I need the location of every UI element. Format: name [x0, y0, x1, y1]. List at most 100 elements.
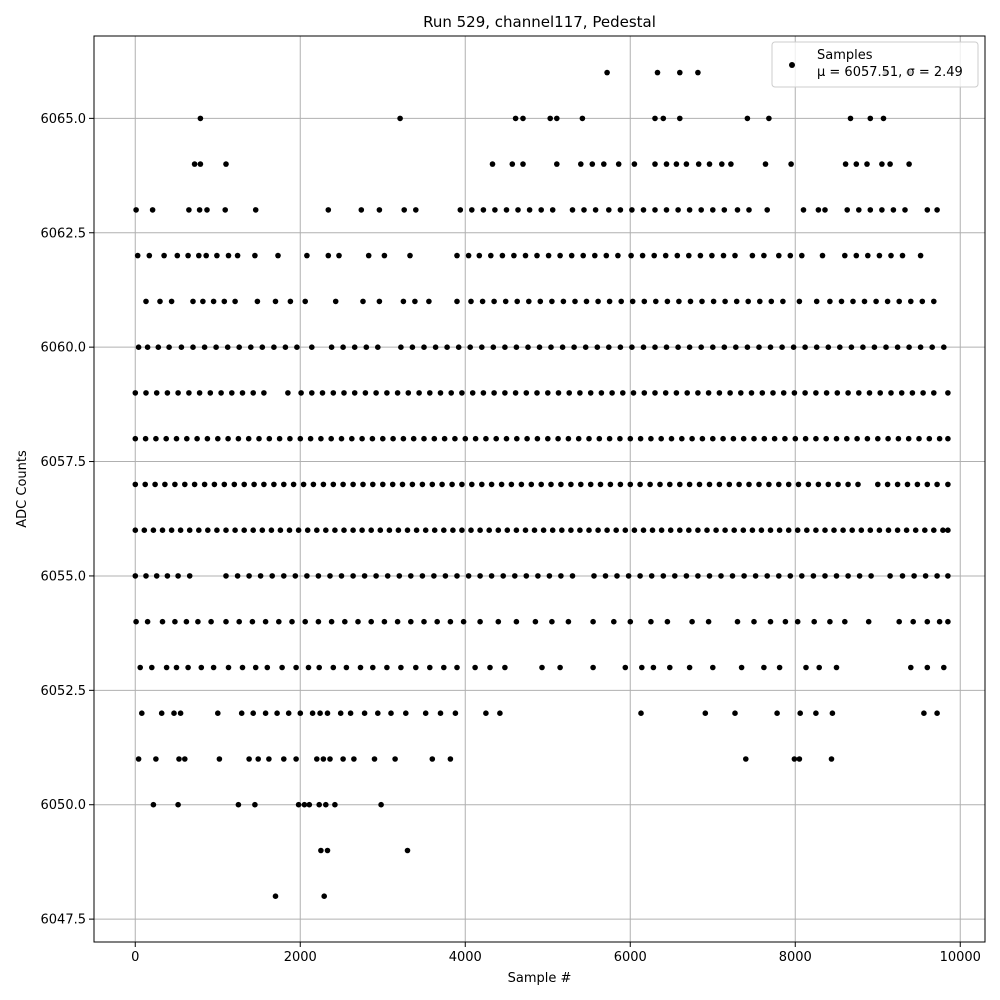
sample-point — [381, 252, 388, 259]
sample-point — [540, 527, 547, 533]
sample-point — [831, 527, 837, 533]
sample-point — [617, 435, 623, 442]
sample-point — [861, 298, 868, 305]
sample-point — [502, 390, 508, 396]
sample-point — [332, 801, 338, 808]
sample-point — [234, 252, 241, 259]
sample-point — [662, 390, 669, 396]
sample-point — [410, 435, 417, 442]
sample-point — [141, 527, 148, 533]
sample-point — [785, 481, 792, 488]
sample-point — [232, 527, 238, 533]
sample-point — [194, 435, 200, 442]
sample-point — [396, 573, 403, 579]
sample-point — [511, 252, 517, 259]
sample-point — [143, 573, 149, 579]
sample-point — [672, 573, 678, 579]
sample-point — [720, 252, 727, 259]
sample-point — [710, 207, 716, 213]
sample-point — [197, 161, 204, 167]
sample-point — [879, 161, 885, 167]
sample-point — [522, 252, 529, 259]
sample-point — [651, 252, 657, 259]
sample-point — [250, 390, 256, 396]
sample-point — [734, 618, 741, 625]
sample-point — [586, 435, 592, 442]
sample-point — [945, 435, 951, 442]
sample-point — [223, 573, 229, 579]
sample-point — [427, 390, 433, 396]
sample-point — [491, 390, 497, 396]
sample-point — [594, 344, 601, 351]
sample-point — [534, 390, 540, 396]
sample-point — [888, 390, 894, 396]
sample-point — [204, 435, 211, 442]
sample-point — [686, 252, 692, 259]
sample-point — [168, 298, 175, 305]
sample-point — [437, 710, 444, 716]
sample-point — [452, 710, 459, 716]
sample-point — [176, 756, 182, 762]
sample-point — [309, 344, 315, 351]
sample-point — [548, 344, 554, 351]
sample-point — [912, 527, 919, 533]
sample-point — [421, 344, 427, 351]
sample-point — [557, 252, 563, 259]
sample-point — [845, 481, 851, 488]
sample-point — [727, 390, 733, 396]
sample-point — [547, 115, 553, 122]
sample-point — [602, 573, 609, 579]
sample-point — [390, 435, 396, 442]
sample-point — [182, 756, 188, 762]
sample-point — [842, 161, 849, 167]
sample-point — [441, 435, 448, 442]
sample-point — [293, 664, 299, 671]
sample-point — [595, 298, 601, 305]
sample-point — [162, 481, 168, 488]
sample-point — [813, 298, 820, 305]
sample-point — [264, 664, 271, 671]
sample-point — [762, 161, 769, 167]
sample-point — [330, 481, 337, 488]
sample-point — [606, 344, 612, 351]
sample-point — [190, 344, 196, 351]
sample-point — [365, 252, 372, 259]
sample-point — [137, 664, 143, 671]
sample-point — [877, 390, 883, 396]
sample-point — [731, 527, 737, 533]
sample-point — [373, 573, 379, 579]
sample-point — [875, 481, 881, 488]
sample-point — [914, 481, 921, 488]
sample-point — [545, 252, 552, 259]
sample-point — [945, 527, 951, 533]
sample-point — [142, 435, 149, 442]
sample-point — [896, 298, 902, 305]
sample-point — [689, 435, 695, 442]
sample-point — [663, 161, 670, 167]
sample-point — [764, 573, 770, 579]
sample-point — [740, 527, 747, 533]
sample-point — [503, 435, 510, 442]
sample-point — [398, 664, 404, 671]
sample-point — [318, 435, 324, 442]
sample-point — [324, 847, 331, 854]
sample-point — [549, 527, 556, 533]
sample-point — [274, 710, 280, 716]
sample-point — [667, 664, 673, 671]
sample-point — [885, 435, 891, 442]
sample-point — [802, 344, 808, 351]
sample-point — [524, 435, 530, 442]
sample-point — [399, 481, 406, 488]
sample-point — [865, 252, 871, 259]
sample-point — [568, 481, 574, 488]
sample-point — [865, 618, 872, 625]
sample-point — [689, 618, 695, 625]
sample-point — [922, 527, 928, 533]
sample-point — [328, 344, 335, 351]
sample-point — [172, 618, 178, 625]
sample-point — [172, 481, 178, 488]
sample-point — [794, 527, 801, 533]
sample-point — [704, 527, 710, 533]
sample-point — [538, 481, 544, 488]
sample-point — [630, 390, 637, 396]
